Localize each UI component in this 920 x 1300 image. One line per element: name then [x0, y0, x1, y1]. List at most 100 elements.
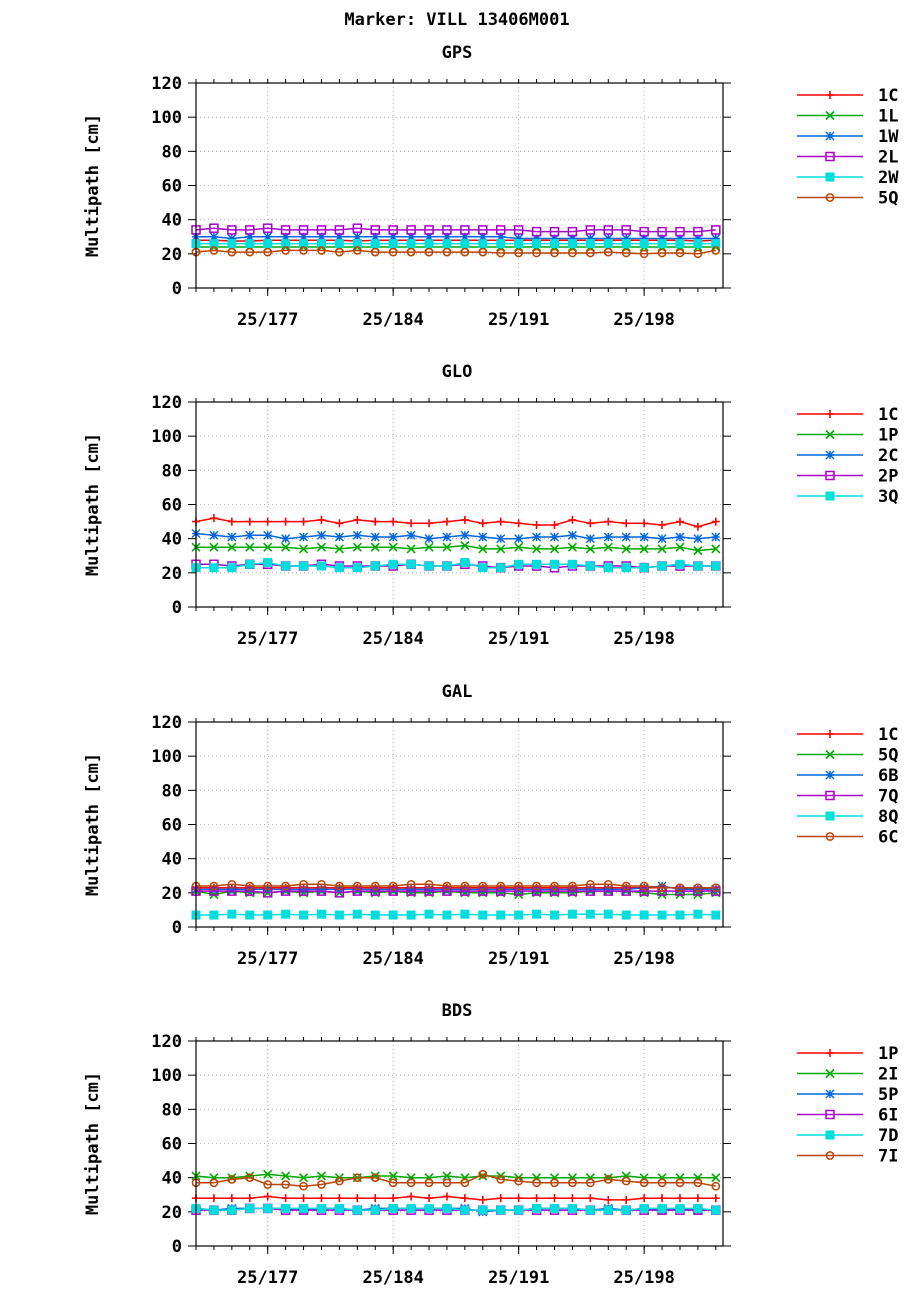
data-point	[316, 232, 326, 242]
data-point	[299, 561, 309, 571]
data-point	[585, 1205, 595, 1215]
data-point	[245, 530, 255, 540]
data-point	[531, 226, 542, 237]
data-point	[495, 225, 506, 235]
data-point	[298, 225, 309, 235]
data-point	[227, 233, 237, 243]
data-point	[675, 559, 685, 569]
data-point	[496, 517, 505, 526]
x-tick-label: 25/177	[237, 629, 298, 649]
data-point	[693, 522, 702, 531]
data-point	[280, 225, 291, 235]
data-point	[245, 239, 255, 249]
data-point	[263, 517, 272, 526]
data-point	[621, 910, 631, 920]
data-point	[299, 910, 309, 920]
data-point	[478, 225, 488, 235]
data-point	[514, 1194, 523, 1203]
data-point	[406, 884, 416, 894]
data-point	[227, 563, 237, 573]
data-point	[675, 532, 685, 542]
x-tick-label: 25/198	[613, 949, 674, 969]
data-point	[353, 515, 362, 524]
data-point	[262, 223, 273, 233]
legend-marker	[825, 172, 835, 182]
data-point	[209, 246, 219, 255]
x-tick-label: 25/177	[237, 310, 298, 330]
panel-gal: GAL Multipath [cm] 0 20 40 60 80 100 120 25/177 25…	[83, 682, 898, 969]
data-point	[478, 910, 488, 920]
data-point	[711, 884, 721, 894]
data-point	[281, 517, 290, 526]
data-point	[640, 1194, 649, 1203]
series-line	[195, 532, 716, 540]
data-point	[334, 232, 344, 242]
legend-marker	[825, 193, 835, 202]
data-point	[227, 225, 237, 235]
y-tick-label: 120	[151, 1032, 182, 1052]
series-line	[196, 544, 716, 552]
legend-label: 1W	[878, 127, 899, 147]
legend-entry-1c: 1C	[797, 725, 898, 745]
data-point	[514, 1205, 524, 1215]
data-point	[532, 521, 541, 529]
data-point	[514, 248, 524, 258]
data-point	[568, 881, 577, 891]
data-point	[586, 248, 595, 258]
data-point	[388, 247, 398, 257]
data-point	[657, 239, 667, 249]
data-point	[586, 879, 595, 889]
series-2w	[191, 239, 721, 249]
data-point	[388, 232, 398, 242]
data-point	[281, 232, 291, 242]
legend-label: 2I	[878, 1065, 898, 1085]
data-point	[281, 561, 291, 571]
data-point	[585, 225, 596, 235]
data-point	[388, 532, 398, 542]
legend-marker	[825, 131, 835, 141]
data-point	[317, 515, 326, 524]
data-point	[478, 881, 488, 891]
data-point	[657, 1178, 667, 1188]
data-point	[442, 247, 452, 257]
data-point	[639, 881, 649, 891]
data-point	[603, 542, 613, 552]
plot-frame	[195, 82, 724, 289]
data-point	[567, 530, 577, 540]
data-point	[621, 1176, 631, 1186]
data-point	[388, 881, 398, 891]
data-point	[316, 886, 327, 896]
legend-label: 1P	[878, 426, 898, 446]
data-point	[299, 1203, 309, 1213]
data-point	[550, 1194, 559, 1203]
data-point	[532, 544, 542, 554]
data-point	[406, 910, 416, 920]
data-point	[442, 532, 452, 542]
y-axis-label: Multipath [cm]	[83, 753, 103, 896]
data-point	[675, 233, 685, 243]
y-tick-label: 20	[162, 564, 182, 584]
data-point	[550, 239, 560, 249]
data-point	[711, 517, 720, 526]
data-point	[657, 248, 667, 258]
legend-entry-6i: 6I	[797, 1106, 898, 1126]
data-point	[550, 881, 559, 891]
legend-entry-1c: 1C	[797, 86, 898, 106]
y-axis-label: Multipath [cm]	[83, 433, 103, 576]
data-point	[496, 534, 506, 544]
data-point	[406, 239, 416, 249]
data-point	[639, 910, 649, 920]
legend-entry-2w: 2W	[797, 168, 899, 188]
data-point	[478, 886, 488, 896]
data-point	[209, 232, 219, 242]
data-point	[693, 239, 703, 249]
data-point	[693, 1194, 702, 1203]
data-point	[585, 239, 595, 249]
legend-label: 1P	[878, 1044, 898, 1064]
data-point	[352, 1173, 362, 1183]
data-point	[406, 879, 416, 889]
data-point	[550, 248, 559, 258]
data-point	[514, 542, 524, 552]
x-tick-label: 25/177	[237, 949, 298, 969]
